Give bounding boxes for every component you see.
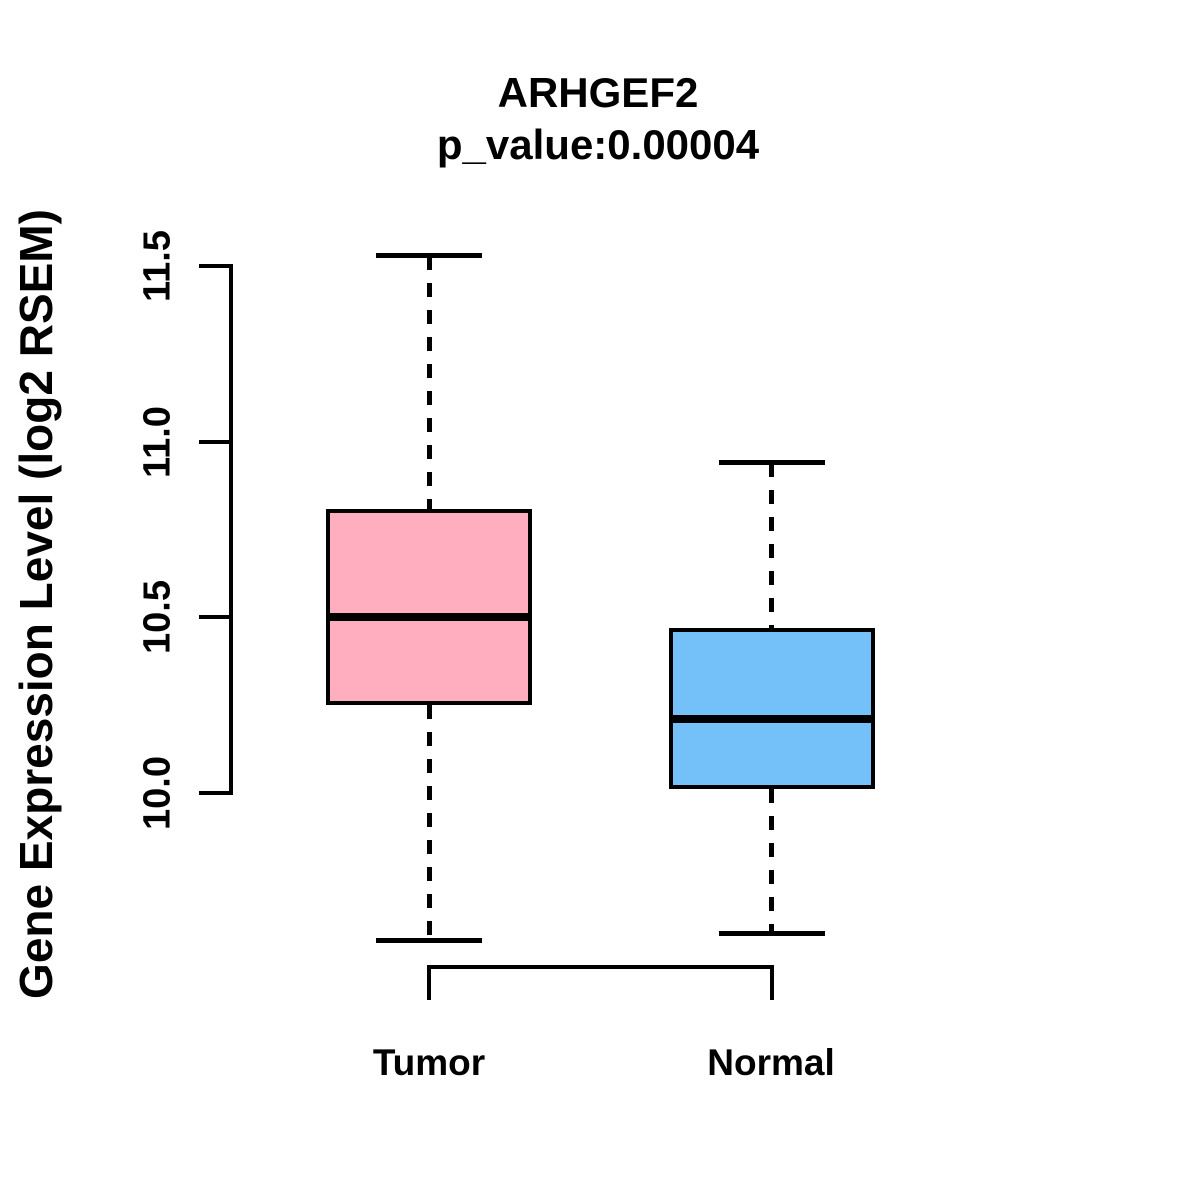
box-tumor bbox=[326, 508, 532, 706]
median-line-normal bbox=[668, 715, 875, 724]
whisker-lower-normal bbox=[769, 789, 774, 934]
y-axis-line bbox=[229, 264, 233, 795]
x-tick-label-normal: Normal bbox=[707, 1042, 835, 1083]
y-axis-tick-label: 11.0 bbox=[136, 405, 179, 478]
y-axis-tick bbox=[199, 791, 229, 795]
box-normal bbox=[668, 627, 875, 790]
chart-pvalue: p_value:0.00004 bbox=[436, 121, 760, 168]
y-axis-tick bbox=[199, 439, 229, 444]
whisker-upper-normal bbox=[769, 462, 774, 628]
chart-title: ARHGEF2 bbox=[497, 69, 699, 116]
y-axis-tick bbox=[199, 264, 229, 269]
whisker-cap-upper-normal bbox=[718, 460, 825, 466]
x-axis-tick-tumor bbox=[427, 967, 431, 1000]
whisker-lower-tumor bbox=[426, 705, 432, 941]
x-axis-line bbox=[427, 965, 774, 969]
x-tick-label-tumor: Tumor bbox=[372, 1042, 486, 1083]
whisker-cap-upper-tumor bbox=[376, 253, 482, 259]
y-axis-tick-label: 11.5 bbox=[136, 230, 179, 303]
y-axis-tick-label: 10.0 bbox=[136, 756, 179, 830]
whisker-cap-lower-normal bbox=[718, 930, 825, 936]
y-axis-tick-label: 10.5 bbox=[136, 580, 179, 655]
y-axis-title: Gene Expression Level (log2 RSEM) bbox=[10, 209, 62, 999]
median-line-tumor bbox=[326, 613, 532, 622]
y-axis-tick bbox=[199, 615, 229, 620]
whisker-cap-lower-tumor bbox=[376, 938, 482, 943]
whisker-upper-tumor bbox=[426, 255, 432, 509]
x-axis-tick-normal bbox=[769, 967, 774, 1000]
